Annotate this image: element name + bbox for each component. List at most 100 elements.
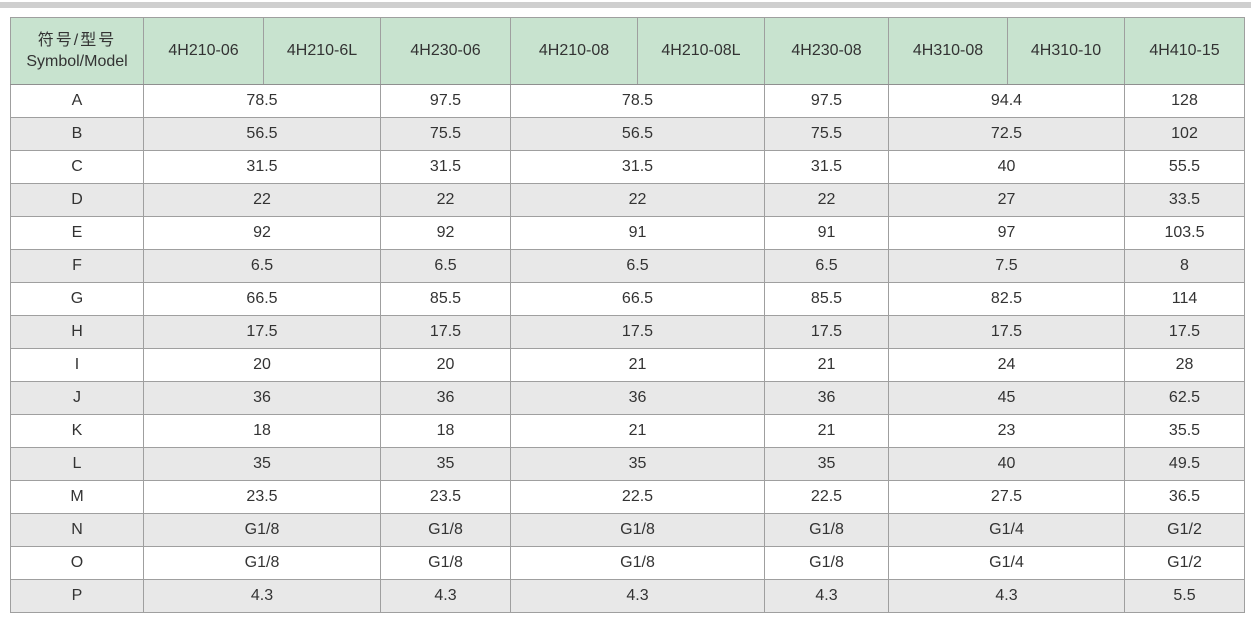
value-cell: 21 <box>510 414 765 448</box>
value-cell: 55.5 <box>1124 150 1245 184</box>
row-symbol-label: I <box>10 348 144 382</box>
row-symbol-label: C <box>10 150 144 184</box>
model-header-cell: 4H410-15 <box>1124 17 1245 85</box>
table-row: L 35 35 35 35 40 49.5 <box>10 447 1245 481</box>
value-cell: 21 <box>764 414 889 448</box>
value-cell: 36 <box>510 381 765 415</box>
value-cell: 97.5 <box>764 84 889 118</box>
table-row: O G1/8 G1/8 G1/8 G1/8 G1/4 G1/2 <box>10 546 1245 580</box>
table-row: J 36 36 36 36 45 62.5 <box>10 381 1245 415</box>
value-cell: 92 <box>380 216 511 250</box>
row-symbol-label: N <box>10 513 144 547</box>
model-header-cell: 4H230-08 <box>764 17 889 85</box>
value-cell: 97 <box>888 216 1125 250</box>
value-cell: 8 <box>1124 249 1245 283</box>
value-cell: 23 <box>888 414 1125 448</box>
row-symbol-label: L <box>10 447 144 481</box>
value-cell: 36 <box>764 381 889 415</box>
value-cell: G1/8 <box>143 513 381 547</box>
value-cell: G1/2 <box>1124 546 1245 580</box>
spec-table: 符号/型号 Symbol/Model 4H210-06 4H210-6L 4H230-0… <box>10 17 1245 613</box>
value-cell: 5.5 <box>1124 579 1245 613</box>
value-cell: 17.5 <box>764 315 889 349</box>
value-cell: 91 <box>764 216 889 250</box>
value-cell: 31.5 <box>143 150 381 184</box>
symbol-header-en: Symbol/Model <box>26 53 128 70</box>
table-row: B 56.5 75.5 56.5 75.5 72.5 102 <box>10 117 1245 151</box>
value-cell: G1/4 <box>888 513 1125 547</box>
table-row: D 22 22 22 22 27 33.5 <box>10 183 1245 217</box>
table-body: A 78.5 97.5 78.5 97.5 94.4 128 B 56.5 75.5 56.5 75.… <box>10 84 1245 613</box>
value-cell: 22 <box>143 183 381 217</box>
table-row: G 66.5 85.5 66.5 85.5 82.5 114 <box>10 282 1245 316</box>
value-cell: 66.5 <box>510 282 765 316</box>
value-cell: 20 <box>143 348 381 382</box>
value-cell: 4.3 <box>510 579 765 613</box>
value-cell: 72.5 <box>888 117 1125 151</box>
model-header-cell: 4H210-6L <box>263 17 381 85</box>
table-row: H 17.5 17.5 17.5 17.5 17.5 17.5 <box>10 315 1245 349</box>
value-cell: 18 <box>143 414 381 448</box>
value-cell: 6.5 <box>380 249 511 283</box>
value-cell: 56.5 <box>510 117 765 151</box>
value-cell: G1/8 <box>764 513 889 547</box>
value-cell: 36 <box>143 381 381 415</box>
value-cell: 17.5 <box>380 315 511 349</box>
row-symbol-label: O <box>10 546 144 580</box>
table-row: I 20 20 21 21 24 28 <box>10 348 1245 382</box>
value-cell: 27 <box>888 183 1125 217</box>
value-cell: 21 <box>764 348 889 382</box>
value-cell: 78.5 <box>143 84 381 118</box>
table-row: P 4.3 4.3 4.3 4.3 4.3 5.5 <box>10 579 1245 613</box>
value-cell: 85.5 <box>764 282 889 316</box>
value-cell: 85.5 <box>380 282 511 316</box>
model-header-cell: 4H310-08 <box>888 17 1008 85</box>
value-cell: G1/8 <box>380 546 511 580</box>
value-cell: 97.5 <box>380 84 511 118</box>
value-cell: 22.5 <box>764 480 889 514</box>
row-symbol-label: J <box>10 381 144 415</box>
model-header-cell: 4H210-06 <box>143 17 264 85</box>
value-cell: 28 <box>1124 348 1245 382</box>
value-cell: 17.5 <box>888 315 1125 349</box>
value-cell: 35.5 <box>1124 414 1245 448</box>
value-cell: G1/8 <box>143 546 381 580</box>
value-cell: 66.5 <box>143 282 381 316</box>
value-cell: 75.5 <box>764 117 889 151</box>
value-cell: 35 <box>380 447 511 481</box>
row-symbol-label: G <box>10 282 144 316</box>
model-header-cell: 4H310-10 <box>1007 17 1125 85</box>
symbol-model-header-cell: 符号/型号 Symbol/Model <box>10 17 144 85</box>
header-row: 符号/型号 Symbol/Model 4H210-06 4H210-6L 4H230-0… <box>10 17 1245 85</box>
value-cell: 31.5 <box>510 150 765 184</box>
symbol-header-zh: 符号/型号 <box>37 32 117 49</box>
value-cell: 35 <box>510 447 765 481</box>
value-cell: 6.5 <box>143 249 381 283</box>
value-cell: 4.3 <box>764 579 889 613</box>
value-cell: G1/4 <box>888 546 1125 580</box>
value-cell: 103.5 <box>1124 216 1245 250</box>
value-cell: 94.4 <box>888 84 1125 118</box>
table-row: M 23.5 23.5 22.5 22.5 27.5 36.5 <box>10 480 1245 514</box>
table-row: E 92 92 91 91 97 103.5 <box>10 216 1245 250</box>
value-cell: 114 <box>1124 282 1245 316</box>
value-cell: 6.5 <box>510 249 765 283</box>
value-cell: G1/8 <box>510 546 765 580</box>
value-cell: 22 <box>380 183 511 217</box>
value-cell: 17.5 <box>1124 315 1245 349</box>
value-cell: 82.5 <box>888 282 1125 316</box>
table-row: C 31.5 31.5 31.5 31.5 40 55.5 <box>10 150 1245 184</box>
value-cell: G1/2 <box>1124 513 1245 547</box>
value-cell: 40 <box>888 447 1125 481</box>
value-cell: 27.5 <box>888 480 1125 514</box>
value-cell: 45 <box>888 381 1125 415</box>
value-cell: 23.5 <box>143 480 381 514</box>
value-cell: 4.3 <box>888 579 1125 613</box>
value-cell: 22 <box>764 183 889 217</box>
value-cell: 92 <box>143 216 381 250</box>
table-row: A 78.5 97.5 78.5 97.5 94.4 128 <box>10 84 1245 118</box>
row-symbol-label: K <box>10 414 144 448</box>
row-symbol-label: A <box>10 84 144 118</box>
row-symbol-label: E <box>10 216 144 250</box>
